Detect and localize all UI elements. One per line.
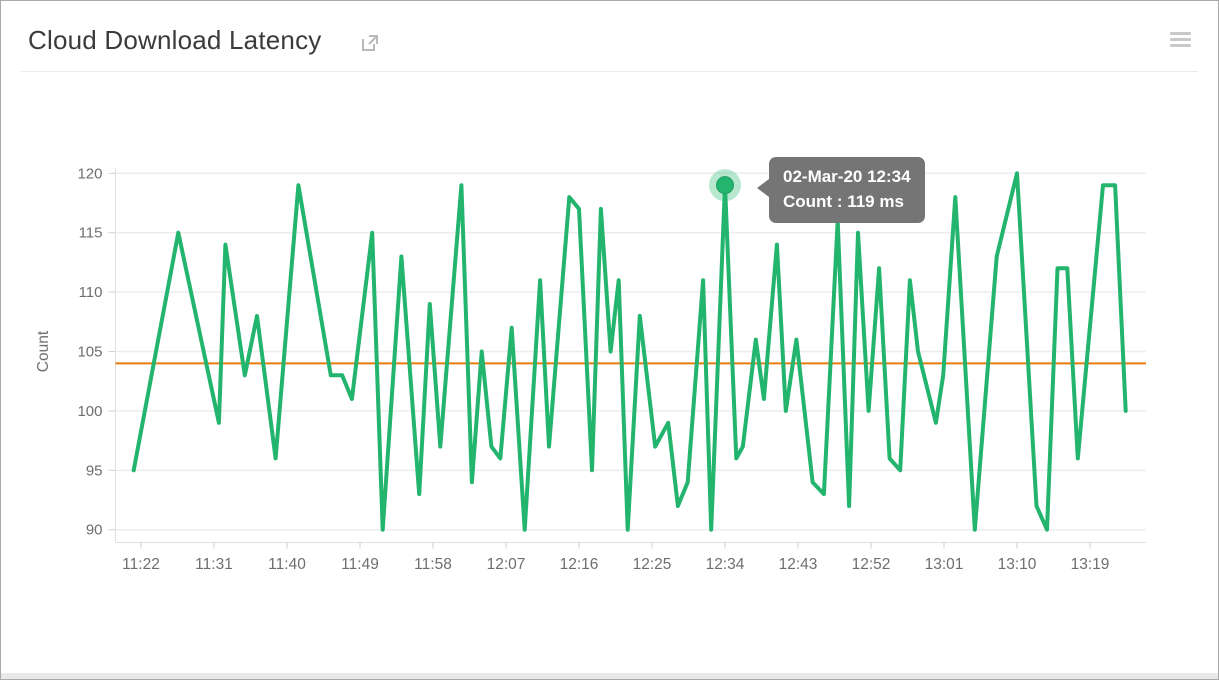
x-tick-label: 13:19 — [1071, 556, 1110, 573]
hamburger-menu-icon[interactable] — [1170, 32, 1191, 47]
header-divider — [21, 71, 1198, 72]
tooltip-datetime: 02-Mar-20 12:34 — [783, 167, 911, 186]
latency-line[interactable] — [131, 171, 1128, 532]
x-tick-label: 11:49 — [341, 556, 379, 573]
highlighted-point[interactable] — [715, 176, 734, 195]
hamburger-bar — [1170, 32, 1191, 35]
x-tick-label: 11:40 — [268, 556, 306, 573]
open-in-new-icon[interactable] — [360, 33, 380, 53]
y-tick-label: 90 — [86, 522, 103, 539]
y-tick-label: 120 — [77, 165, 102, 182]
x-tick-label: 12:07 — [487, 556, 526, 573]
x-tick-label: 12:34 — [706, 556, 745, 573]
y-axis-title: Count — [35, 330, 52, 372]
page-title: Cloud Download Latency — [28, 25, 322, 55]
x-tick-label: 11:22 — [122, 556, 160, 573]
x-tick-label: 13:10 — [998, 556, 1037, 573]
x-tick-label: 11:58 — [414, 556, 452, 573]
y-tick-label: 95 — [86, 462, 103, 479]
x-tick-label: 11:31 — [195, 556, 233, 573]
x-tick-label: 12:25 — [633, 556, 672, 573]
y-tick-label: 115 — [79, 225, 103, 242]
y-tick-label: 100 — [77, 403, 102, 420]
hamburger-bar — [1170, 38, 1191, 41]
y-tick-label: 110 — [79, 284, 103, 301]
x-tick-label: 12:52 — [852, 556, 891, 573]
hamburger-bar — [1170, 44, 1191, 47]
y-tick-label: 105 — [77, 344, 102, 361]
tooltip-value: Count : 119 ms — [783, 191, 904, 211]
x-tick-label: 13:01 — [925, 556, 964, 573]
chart-tooltip: 02-Mar-20 12:34 Count : 119 ms — [757, 157, 925, 224]
window-bottom-strip — [1, 673, 1218, 679]
widget-header: Cloud Download Latency — [1, 1, 1218, 71]
x-tick-label: 12:16 — [560, 556, 599, 573]
x-tick-label: 12:43 — [779, 556, 818, 573]
